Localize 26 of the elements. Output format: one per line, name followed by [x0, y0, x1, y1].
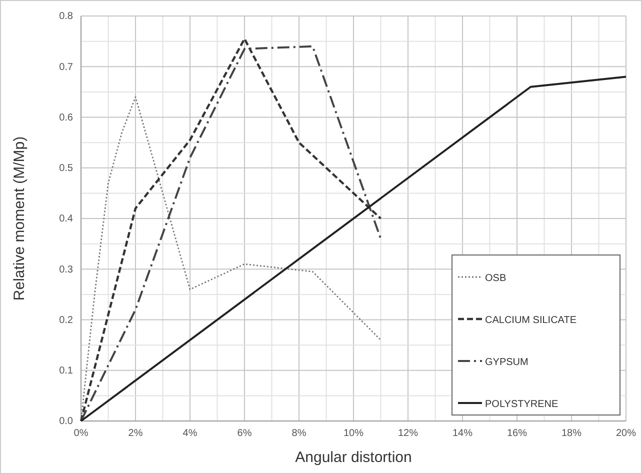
x-tick-label: 8% — [292, 428, 306, 440]
legend-label: POLYSTYRENE — [485, 399, 558, 410]
x-tick-label: 2% — [128, 428, 143, 440]
x-tick-label: 18% — [561, 428, 582, 440]
y-tick-label: 0.3 — [59, 264, 74, 276]
legend-label: OSB — [485, 273, 506, 284]
y-tick-label: 0.1 — [59, 366, 74, 377]
x-tick-label: 10% — [343, 428, 364, 440]
y-axis-title: Relative moment (M/Mp) — [11, 136, 28, 301]
x-tick-label: 20% — [616, 428, 636, 440]
x-tick-label: 4% — [182, 428, 198, 440]
y-tick-label: 0.5 — [59, 163, 74, 174]
y-tick-label: 0.4 — [59, 214, 74, 225]
y-tick-label: 0.0 — [59, 416, 74, 428]
x-tick-label: 14% — [452, 428, 473, 440]
legend-label: GYPSUM — [485, 357, 528, 368]
x-axis-title: Angular distortion — [295, 449, 412, 466]
y-tick-label: 0.7 — [59, 62, 74, 73]
x-tick-label: 6% — [237, 428, 252, 440]
x-tick-label: 16% — [506, 428, 528, 440]
y-tick-label: 0.2 — [59, 314, 74, 326]
y-tick-label: 0.6 — [59, 112, 74, 124]
x-tick-label: 0% — [74, 428, 88, 440]
legend-label: CALCIUM SILICATE — [485, 315, 577, 326]
y-tick-label: 0.8 — [59, 11, 74, 22]
x-tick-label: 12% — [398, 428, 418, 440]
